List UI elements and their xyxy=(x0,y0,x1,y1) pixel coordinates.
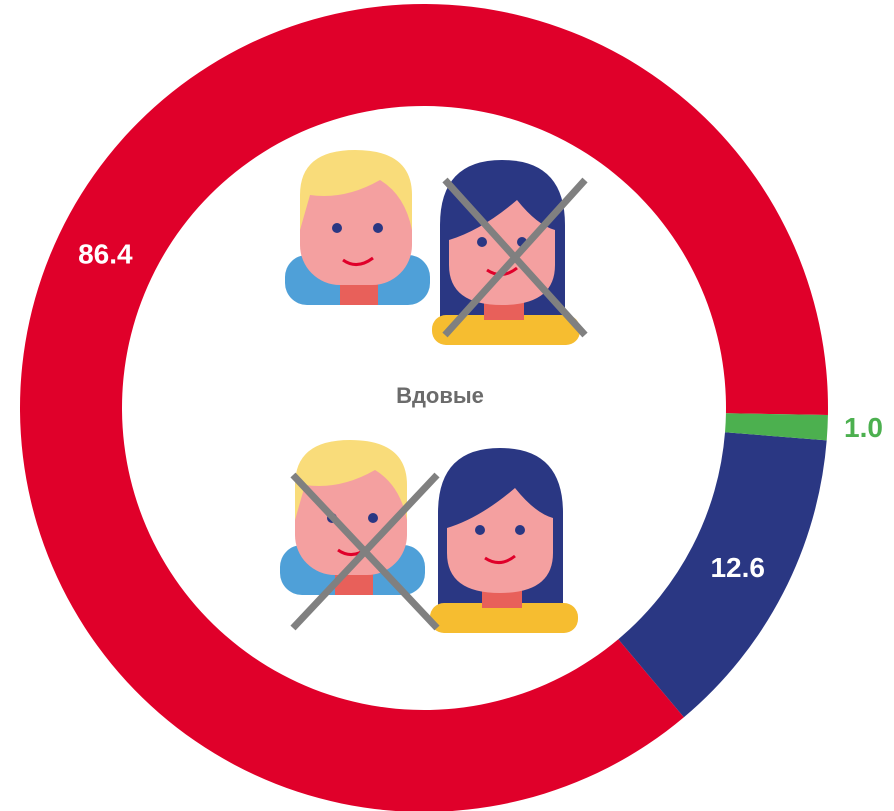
man-icon xyxy=(280,440,425,595)
woman-icon xyxy=(430,448,578,633)
man-icon xyxy=(285,150,430,305)
value-label: 86.4 xyxy=(78,239,133,270)
chart: Вдовые 86.4 12.6 1.0 xyxy=(0,0,894,811)
value-label: 12.6 xyxy=(710,552,765,583)
value-label: 1.0 xyxy=(844,412,883,443)
center-label: Вдовые xyxy=(396,383,484,408)
page: Вдовые 86.412.61.0 (() => { const data =… xyxy=(0,0,894,811)
